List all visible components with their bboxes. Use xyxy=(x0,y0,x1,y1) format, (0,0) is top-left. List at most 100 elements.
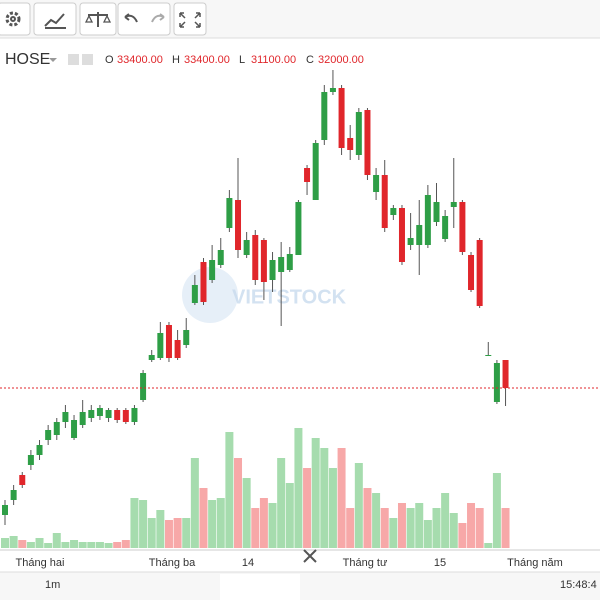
undo-redo-button[interactable] xyxy=(117,2,171,36)
ohlc-value: 31100.00 xyxy=(251,54,296,66)
candle-body xyxy=(304,168,311,182)
volume-bar xyxy=(380,508,389,548)
candle-body xyxy=(312,143,319,200)
volume-bar xyxy=(397,503,406,548)
volume-bar xyxy=(372,493,381,548)
watermark-logo xyxy=(182,267,238,323)
ohlc-value: 32000.00 xyxy=(318,54,364,66)
candle-body xyxy=(10,490,17,500)
candle-body xyxy=(347,138,354,150)
volume-bar xyxy=(285,483,294,548)
volume-bar xyxy=(337,448,346,548)
candle-body xyxy=(191,285,198,303)
volume-bar xyxy=(449,513,458,548)
symbol[interactable]: HOSE xyxy=(5,51,50,68)
candle-body xyxy=(96,408,103,416)
candle-body xyxy=(278,257,285,272)
volume-bar xyxy=(251,508,260,548)
volume-bar xyxy=(441,493,450,548)
volume-bar xyxy=(346,508,355,548)
volume-bar xyxy=(52,533,61,548)
volume-bar xyxy=(415,503,424,548)
candle-body xyxy=(468,255,475,290)
volume-bar xyxy=(432,508,441,548)
candle-body xyxy=(174,340,181,358)
volume-bar xyxy=(501,508,510,548)
volume-bar xyxy=(467,503,476,548)
volume-bar xyxy=(121,540,130,548)
volume-bar xyxy=(389,518,398,548)
watermark: VIETSTOCK xyxy=(232,286,347,308)
volume-bar xyxy=(423,520,432,548)
volume-bar xyxy=(164,520,173,548)
candle-body xyxy=(493,363,500,402)
toolbar-icons xyxy=(5,11,201,29)
volume-bar xyxy=(78,542,87,548)
ohlc-key: H xyxy=(172,54,180,66)
candle-body xyxy=(183,330,190,345)
volume-bar xyxy=(173,518,182,548)
candle-body xyxy=(459,202,466,252)
candle-body xyxy=(381,175,388,228)
ohlc-key: O xyxy=(105,54,114,66)
crosshair-close[interactable] xyxy=(303,549,317,563)
candle-body xyxy=(476,240,483,306)
candle-body xyxy=(36,445,43,455)
candle-body xyxy=(364,110,371,175)
candle-body xyxy=(148,355,155,360)
candle-body xyxy=(502,360,509,388)
volume-bar xyxy=(475,508,484,548)
symbol-dropdown[interactable] xyxy=(49,58,57,62)
volume-bar xyxy=(44,543,53,548)
volume-bar xyxy=(9,536,18,548)
volume-bar xyxy=(225,432,234,548)
candle-body xyxy=(71,420,78,438)
x-tick-label: Tháng ba xyxy=(149,557,196,569)
volume-bar xyxy=(268,503,277,548)
volume-bar xyxy=(320,448,329,548)
candle-body xyxy=(338,88,345,148)
candle-body xyxy=(209,260,216,280)
volume-bar xyxy=(61,542,70,548)
volume-bar xyxy=(147,518,156,548)
header-icon xyxy=(82,54,93,65)
candle-body xyxy=(398,208,405,262)
volume-bar xyxy=(328,468,337,548)
volume-bar xyxy=(139,500,148,548)
x-tick-label: 14 xyxy=(242,557,254,569)
candle-body xyxy=(27,455,34,465)
x-tick-label: Tháng năm xyxy=(507,557,563,569)
candle-body xyxy=(157,333,164,358)
ohlc-key: L xyxy=(239,54,245,66)
volume-bar xyxy=(199,488,208,548)
candle-body xyxy=(252,235,259,280)
fullscreen-button[interactable] xyxy=(173,2,207,36)
clock: 15:48:4 xyxy=(560,579,597,591)
candle-body xyxy=(235,200,242,250)
range-button[interactable]: 1m xyxy=(45,579,60,591)
candle-body xyxy=(286,254,293,270)
volume-bar xyxy=(190,458,199,548)
volume-bar xyxy=(130,498,139,548)
candle-body xyxy=(131,408,138,422)
volume-bar xyxy=(113,542,122,548)
volume-bar xyxy=(363,488,372,548)
candle-body xyxy=(243,240,250,255)
volume-bar xyxy=(208,500,217,548)
volume-bar xyxy=(95,542,104,548)
volume-bar xyxy=(294,428,303,548)
ohlc-value: 33400.00 xyxy=(117,54,163,66)
candle-body xyxy=(424,195,431,245)
volume-bar xyxy=(234,458,243,548)
volume-bar xyxy=(303,468,312,548)
candle-body xyxy=(165,325,172,358)
candle-body xyxy=(390,208,397,215)
candle-body xyxy=(140,373,147,400)
volume-bar xyxy=(311,438,320,548)
volume-bar xyxy=(87,542,96,548)
indicators-button[interactable] xyxy=(33,2,77,36)
header-icon xyxy=(68,54,79,65)
x-tick-label: 15 xyxy=(434,557,446,569)
